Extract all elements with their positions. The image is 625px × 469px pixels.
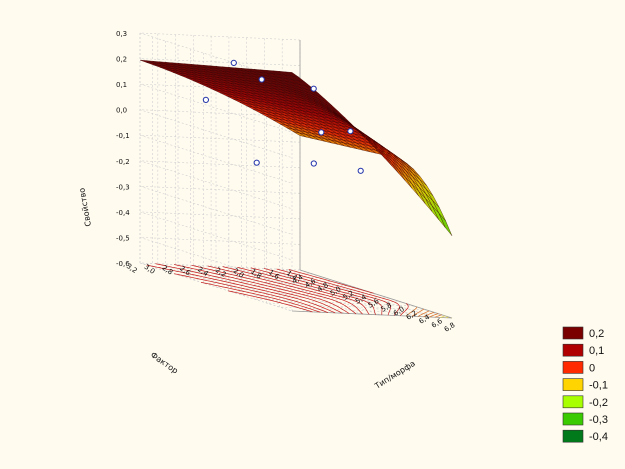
z-axis-label: Свойство bbox=[77, 187, 93, 227]
data-point bbox=[357, 167, 364, 174]
y-tick-label: 2,8 bbox=[160, 264, 174, 277]
floor-contours bbox=[146, 263, 452, 319]
y-axis-label: Фактор bbox=[149, 350, 180, 375]
legend-swatch bbox=[562, 361, 584, 374]
y-tick-label: 3,0 bbox=[143, 263, 157, 276]
x-tick-label: 6,8 bbox=[443, 321, 457, 334]
z-tick-label: -0,5 bbox=[116, 234, 130, 242]
legend-swatch bbox=[562, 429, 584, 443]
data-point bbox=[310, 160, 317, 167]
y-tick-label: 3,2 bbox=[125, 262, 139, 275]
data-point bbox=[202, 96, 209, 104]
legend-label: 0 bbox=[589, 362, 595, 374]
legend-label: -0,2 bbox=[589, 397, 608, 409]
z-tick-label: 0,0 bbox=[116, 107, 127, 115]
z-tick-label: -0,1 bbox=[116, 132, 130, 140]
x-tick-label: 5,6 bbox=[367, 297, 381, 310]
legend-label: 0,1 bbox=[589, 345, 604, 357]
data-point bbox=[258, 76, 265, 83]
z-tick-label: 0,1 bbox=[116, 81, 127, 89]
z-tick-label: -0,6 bbox=[116, 260, 130, 268]
legend-label: -0,1 bbox=[589, 380, 608, 392]
data-point bbox=[347, 128, 354, 135]
legend-label: -0,3 bbox=[589, 414, 608, 426]
legend-swatch bbox=[562, 343, 584, 357]
legend-swatch bbox=[562, 378, 584, 391]
legend-label: -0,4 bbox=[589, 431, 608, 443]
data-point bbox=[230, 59, 237, 67]
legend-label: 0,2 bbox=[589, 328, 604, 340]
z-tick-label: -0,3 bbox=[116, 183, 130, 191]
response-surface bbox=[139, 59, 453, 236]
x-tick-label: 6,6 bbox=[430, 317, 444, 330]
legend-swatch bbox=[562, 412, 584, 426]
z-tick-label: 0,3 bbox=[116, 30, 127, 38]
z-tick-label: -0,4 bbox=[116, 209, 130, 217]
data-point bbox=[318, 129, 325, 136]
data-point bbox=[310, 85, 317, 92]
legend-swatch bbox=[562, 326, 584, 340]
x-tick-label: 5,4 bbox=[354, 293, 368, 306]
z-tick-label: 0,2 bbox=[116, 56, 127, 64]
legend-swatch bbox=[562, 395, 584, 409]
legend: 0,2 0,1 0 -0,1 -0,2 -0,3 -0,4 bbox=[562, 326, 608, 443]
observed-points bbox=[202, 59, 364, 174]
data-point bbox=[253, 159, 260, 166]
z-tick-label: -0,2 bbox=[116, 158, 130, 166]
y-tick-label: 2,6 bbox=[178, 264, 192, 277]
x-axis-label: Тип/морфа bbox=[372, 359, 417, 391]
y-tick-label: 2,4 bbox=[196, 265, 210, 278]
x-tick-label: 6,2 bbox=[405, 309, 419, 322]
